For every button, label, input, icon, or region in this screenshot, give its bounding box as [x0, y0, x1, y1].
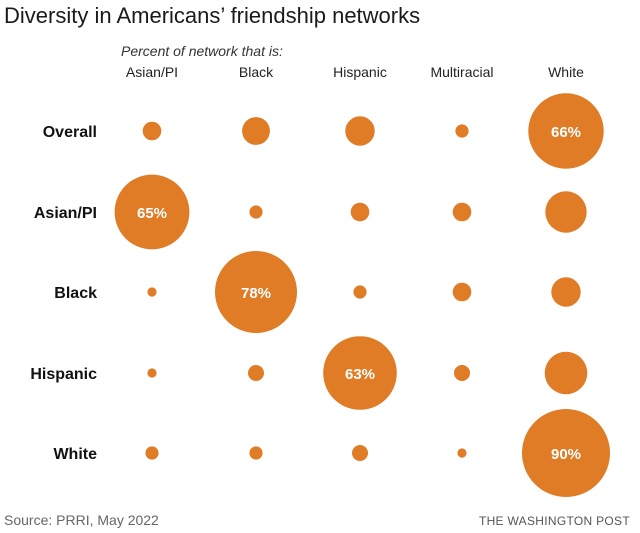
chart-title: Diversity in Americans’ friendship netwo… [4, 3, 421, 28]
bubble [215, 251, 297, 333]
bubble [528, 93, 604, 169]
bubble [452, 282, 472, 302]
bubble [147, 368, 157, 378]
row-labels: Overall Asian/PI Black Hispanic White [30, 124, 97, 463]
row-label: Black [54, 285, 97, 302]
row-label: Asian/PI [34, 205, 97, 222]
bubble [522, 409, 610, 497]
column-label: Asian/PI [126, 64, 178, 80]
bubble [454, 365, 470, 381]
bubble [114, 174, 190, 250]
bubble [352, 445, 368, 461]
chart-subtitle: Percent of network that is: [121, 43, 283, 59]
source-note: Source: PRRI, May 2022 [4, 512, 159, 528]
bubbles: 66% 65% 78% 63% 90% [114, 93, 610, 497]
row-label: Hispanic [30, 366, 97, 383]
column-label: Multiracial [430, 64, 493, 80]
bubble-value-label: 63% [345, 366, 375, 383]
bubble [455, 124, 469, 138]
column-label: Hispanic [333, 64, 387, 80]
bubble-value-label: 65% [137, 205, 167, 222]
bubble [323, 336, 397, 410]
publisher-credit: THE WASHINGTON POST [478, 514, 630, 528]
row-label: Overall [43, 124, 97, 141]
bubble [249, 205, 263, 219]
bubble-value-label: 66% [551, 124, 581, 141]
bubble [145, 446, 159, 460]
bubble [452, 202, 472, 222]
column-label: Black [239, 64, 274, 80]
row-label: White [53, 446, 97, 463]
bubble [551, 277, 581, 307]
bubble [249, 446, 263, 460]
bubble [353, 285, 367, 299]
bubble-chart: Asian/PI Black Hispanic Multiracial White Ov… [30, 64, 610, 497]
bubble [242, 117, 270, 145]
bubble [545, 191, 587, 233]
bubble [350, 202, 370, 222]
bubble-value-label: 90% [551, 446, 581, 463]
bubble-value-label: 78% [241, 285, 271, 302]
column-labels: Asian/PI Black Hispanic Multiracial White [126, 64, 584, 80]
bubble [147, 287, 157, 297]
bubble [142, 121, 162, 141]
bubble [457, 448, 467, 458]
bubble [248, 365, 264, 381]
bubble [544, 351, 588, 395]
column-label: White [548, 64, 584, 80]
bubble [345, 116, 375, 146]
